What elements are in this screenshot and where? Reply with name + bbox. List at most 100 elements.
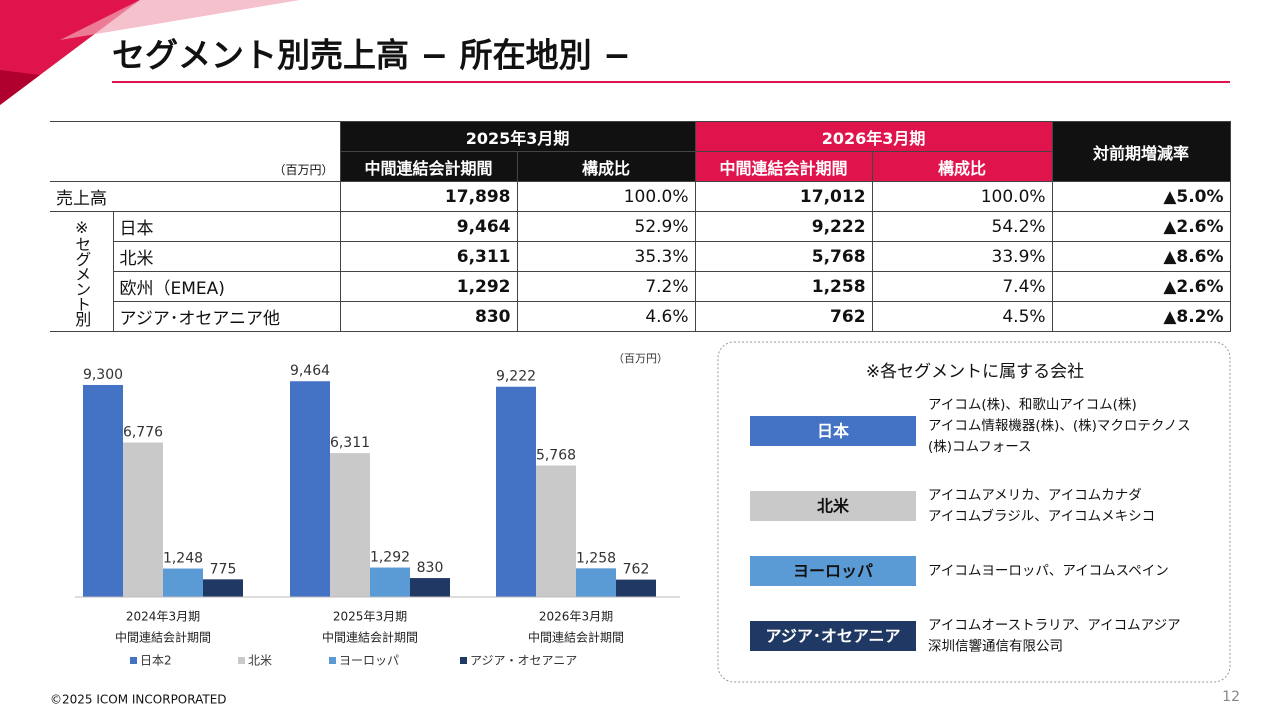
x-tick-label: 中間連結会計期間 xyxy=(528,630,624,645)
companies-title: ※各セグメントに属する会社 xyxy=(866,362,1084,382)
table-cell: 1,292 xyxy=(339,271,518,302)
company-line: アイコムオーストラリア、アイコムアジア xyxy=(928,618,1181,634)
data-label: 1,248 xyxy=(163,551,203,567)
table-cell: ▲8.6% xyxy=(1051,241,1231,272)
bar xyxy=(330,453,370,597)
company-line: (株)コムフォース xyxy=(928,439,1032,455)
x-tick-label: 2025年3月期 xyxy=(333,610,407,624)
data-label: 9,464 xyxy=(290,363,330,379)
data-label: 6,311 xyxy=(330,435,370,451)
segment-label: ヨーロッパ xyxy=(793,562,873,581)
table-row: 北米 6,311 35.3% 5,768 33.9% ▲8.6% xyxy=(50,241,1231,272)
bar xyxy=(123,442,163,597)
table-row: ※セグメント別 日本 9,464 52.9% 9,222 54.2% ▲2.6% xyxy=(50,211,1231,332)
table-cell: 54.2% xyxy=(871,211,1053,242)
table-cell: 17,898 xyxy=(339,181,518,212)
table-cell: 5,768 xyxy=(694,241,873,272)
segment-box xyxy=(750,416,916,446)
legend-swatch xyxy=(130,657,137,664)
company-line: アイコム情報機器(株)、(株)マクロテクノス xyxy=(928,418,1191,434)
chart-unit: （百万円） xyxy=(613,352,668,365)
table-cell: ▲2.6% xyxy=(1051,271,1231,302)
sales-table: （百万円） 2025年3月期 2026年3月期 対前期増減率 中間連結会計期間 構成比 中間… xyxy=(50,121,1231,332)
table-cell: 33.9% xyxy=(871,241,1053,272)
bar xyxy=(290,381,330,597)
table-cell: ▲8.2% xyxy=(1051,301,1231,332)
bar xyxy=(370,567,410,597)
legend-label: 日本2 xyxy=(140,654,172,668)
unit-cell: （百万円） xyxy=(50,121,341,182)
data-label: 6,776 xyxy=(123,425,163,441)
page-number: 12 xyxy=(1222,689,1240,705)
table-row: （百万円） 2025年3月期 2026年3月期 対前期増減率 xyxy=(50,121,1231,182)
table-cell: 100.0% xyxy=(516,181,696,212)
bar xyxy=(410,578,450,597)
table-row: アジア･オセアニア他 830 4.6% 762 4.5% ▲8.2% xyxy=(50,301,1231,332)
legend-swatch xyxy=(238,657,245,664)
row-label: 欧州（EMEA) xyxy=(112,271,341,302)
segment-box xyxy=(750,621,916,651)
row-label: 日本 xyxy=(112,211,341,242)
company-line: アイコム(株)、和歌山アイコム(株) xyxy=(928,397,1137,413)
sub-header: 構成比 xyxy=(516,151,696,182)
bar xyxy=(616,579,656,597)
row-label: 北米 xyxy=(112,241,341,272)
table-cell: ▲2.6% xyxy=(1051,211,1231,242)
company-line: アイコムヨーロッパ、アイコムスペイン xyxy=(928,563,1169,579)
copyright: ©2025 ICOM INCORPORATED xyxy=(50,693,227,707)
company-line: アイコムアメリカ、アイコムカナダ xyxy=(928,488,1142,504)
bar xyxy=(496,386,536,597)
table-cell: 762 xyxy=(694,301,873,332)
table-cell: 100.0% xyxy=(871,181,1053,212)
x-tick-label: 2024年3月期 xyxy=(126,610,200,624)
bar xyxy=(83,384,123,597)
table-cell: 7.2% xyxy=(516,271,696,302)
table-cell: 6,311 xyxy=(339,241,518,272)
table-cell: 830 xyxy=(339,301,518,332)
table-cell: 52.9% xyxy=(516,211,696,242)
segment-group: ※セグメント別 xyxy=(50,211,114,332)
x-tick-label: 2026年3月期 xyxy=(539,610,613,624)
data-label: 9,300 xyxy=(83,367,123,383)
segment-box xyxy=(750,491,916,521)
sub-header: 中間連結会計期間 xyxy=(339,151,518,182)
bar xyxy=(203,579,243,597)
sub-header: 中間連結会計期間 xyxy=(694,151,873,182)
table-cell: 17,012 xyxy=(694,181,873,212)
companies-box xyxy=(717,341,1231,683)
period-header: 2025年3月期 xyxy=(339,121,696,152)
table-cell: 9,222 xyxy=(694,211,873,242)
period-header: 2026年3月期 xyxy=(694,121,1053,152)
table-cell: 35.3% xyxy=(516,241,696,272)
table-cell: 4.5% xyxy=(871,301,1053,332)
row-label: アジア･オセアニア他 xyxy=(112,301,341,332)
company-line: 深圳信響通信有限公司 xyxy=(928,638,1063,655)
legend-swatch xyxy=(460,657,467,664)
bar xyxy=(536,465,576,597)
x-tick-label: 中間連結会計期間 xyxy=(322,630,418,645)
table-row: 売上高 17,898 100.0% 17,012 100.0% ▲5.0% xyxy=(50,181,1231,212)
legend-swatch xyxy=(329,657,336,664)
change-header: 対前期増減率 xyxy=(1051,121,1231,182)
table-row: 欧州（EMEA) 1,292 7.2% 1,258 7.4% ▲2.6% xyxy=(50,271,1231,302)
data-label: 9,222 xyxy=(496,369,536,385)
corner-pink xyxy=(60,0,300,40)
table-cell: ▲5.0% xyxy=(1051,181,1231,212)
title: セグメント別売上高 − 所在地別 − xyxy=(112,36,631,75)
segment-label: アジア･オセアニア xyxy=(765,627,900,646)
segment-box xyxy=(750,556,916,586)
data-label: 1,258 xyxy=(576,550,616,566)
bar xyxy=(576,568,616,597)
table-cell: 1,258 xyxy=(694,271,873,302)
x-tick-label: 中間連結会計期間 xyxy=(115,630,211,645)
legend-label: ヨーロッパ xyxy=(339,654,399,668)
data-label: 762 xyxy=(623,562,650,578)
data-label: 1,292 xyxy=(370,550,410,566)
table-row: 中間連結会計期間 構成比 中間連結会計期間 構成比 xyxy=(50,151,1230,182)
sub-header: 構成比 xyxy=(871,151,1053,182)
table-cell: 9,464 xyxy=(339,211,518,242)
bar xyxy=(163,568,203,597)
row-label: 売上高 xyxy=(50,181,341,212)
